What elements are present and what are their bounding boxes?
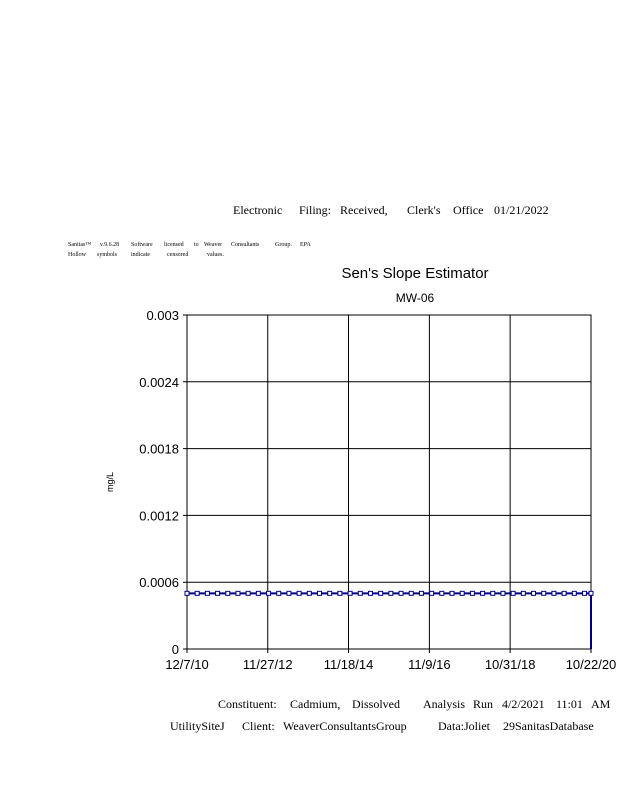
x-tick-label: 12/7/10 [165,657,208,672]
text-word: to [194,242,199,248]
data-point-censored [588,590,594,596]
x-tick-label: 11/27/12 [243,657,293,672]
text-word: symbols [97,252,118,258]
data-point-censored [317,590,323,596]
text-word: Sanitas™ [68,242,92,248]
chart-subtitle: MW-06 [396,291,435,305]
text-word: 11:01 [556,697,583,711]
data-point-censored [429,590,435,596]
data-point-censored [327,590,333,596]
data-point-censored [337,590,343,596]
data-point-censored [490,590,496,596]
text-word: Electronic [233,203,283,217]
data-point-censored [255,590,261,596]
text-word: Run [473,697,494,711]
data-point-censored [388,590,394,596]
sens-slope-line [187,592,592,649]
data-point-censored [449,590,455,596]
data-point-censored [378,590,384,596]
data-point-censored [439,590,445,596]
x-tick-label: 10/31/18 [485,657,536,672]
chart-title: Sen's Slope Estimator [341,265,488,282]
text-word: Clerk's [407,203,441,217]
text-word: EPA [300,242,311,248]
data-point-censored [245,590,251,596]
text-word: Analysis [423,697,465,711]
text-word: Office [453,203,484,217]
text-word: licensed [164,242,184,248]
data-point-censored [276,590,282,596]
text-word: 4/2/2021 [502,697,545,711]
data-point-censored [510,590,516,596]
text-word: indicate [131,252,150,258]
text-word: AM [591,697,611,711]
data-point-censored [500,590,506,596]
x-tick-label: 10/22/20 [566,657,617,672]
y-tick-label: 0.0012 [139,508,179,523]
text-word: Cadmium, [290,697,341,711]
text-word: censored [167,252,189,258]
text-word: WeaverConsultantsGroup [283,719,407,733]
data-point-censored [551,590,557,596]
x-tick-label: 11/9/16 [408,657,450,672]
data-point-censored [184,590,190,596]
data-point-censored [459,590,465,596]
data-point-censored [347,590,353,596]
text-word: Consultants [231,242,260,248]
data-point-censored [286,590,292,596]
text-word: 01/21/2022 [494,203,549,217]
y-tick-label: 0.0006 [139,575,179,590]
data-point-censored [225,590,231,596]
text-word: 29SanitasDatabase [503,719,594,733]
data-point-censored [235,590,241,596]
data-point-censored [266,590,272,596]
text-word: Group. [275,242,292,248]
y-tick-label: 0 [172,642,179,657]
data-point-censored [469,590,475,596]
text-word: Client: [242,719,275,733]
data-point-censored [398,590,404,596]
text-word: Constituent: [218,697,277,711]
y-axis-label: mg/L [105,472,115,492]
data-point-censored [561,590,567,596]
text-word: Hollow [68,252,86,258]
data-point-censored [296,590,302,596]
text-word: Software [131,242,153,248]
plot-frame [186,314,592,650]
data-point-censored [571,590,577,596]
text-word: UtilitySiteJ [170,719,225,733]
data-point-censored [531,590,537,596]
text-word: Dissolved [352,697,400,711]
data-point-censored [215,590,221,596]
text-word: Received, [340,203,388,217]
text-word: v.9.6.28 [100,242,120,248]
data-point-censored [357,590,363,596]
text-word: values. [207,252,224,258]
data-point-censored [418,590,424,596]
x-tick-label: 11/18/14 [324,657,374,672]
text-word: Weaver [204,242,223,248]
data-point-censored [520,590,526,596]
data-point-censored [480,590,486,596]
data-point-censored [306,590,312,596]
data-point-censored [541,590,547,596]
y-tick-label: 0.0024 [139,375,179,390]
data-point-censored [194,590,200,596]
data-point-censored [204,590,210,596]
data-point-censored [582,590,588,596]
text-word: Data:Joliet [438,719,490,733]
y-tick-label: 0.0018 [139,442,179,457]
data-point-censored [408,590,414,596]
y-tick-label: 0.003 [146,308,179,323]
data-point-censored [367,590,373,596]
text-word: Filing: [299,203,332,217]
